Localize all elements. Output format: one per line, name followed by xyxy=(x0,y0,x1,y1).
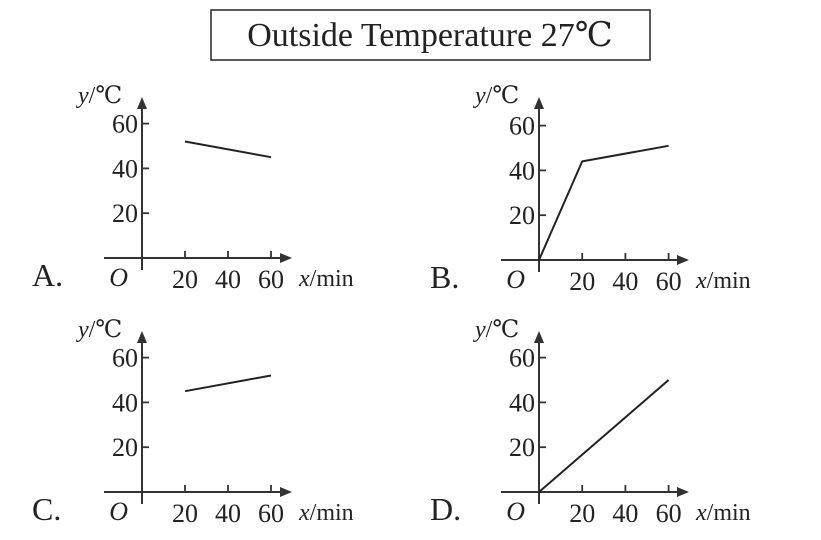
panel-letter: A. xyxy=(32,257,63,293)
y-tick-label: 60 xyxy=(112,110,138,139)
origin-label: O xyxy=(109,497,128,526)
y-tick-label: 40 xyxy=(112,388,138,417)
x-axis-arrow xyxy=(677,487,689,497)
x-tick-label: 60 xyxy=(656,499,682,528)
x-tick-label: 20 xyxy=(569,499,595,528)
y-tick-label: 20 xyxy=(509,433,535,462)
x-axis-var: x xyxy=(298,266,310,292)
y-axis-arrow xyxy=(534,97,544,109)
x-axis-label: x/min xyxy=(695,500,751,526)
x-tick-label: 60 xyxy=(656,267,682,296)
y-tick-label: 40 xyxy=(509,388,535,417)
x-axis-var: x xyxy=(695,268,707,294)
y-axis-arrow xyxy=(137,331,147,343)
y-tick-label: 20 xyxy=(112,433,138,462)
series-line xyxy=(538,379,670,493)
origin-label: O xyxy=(506,265,525,294)
y-tick-label: 60 xyxy=(112,344,138,373)
x-axis-unit: /min xyxy=(310,500,354,526)
y-axis-var: y xyxy=(473,317,486,343)
x-tick-label: 40 xyxy=(612,267,638,296)
panel-4: 20 40 60 20 40 60 Oy/℃ x/min D. xyxy=(430,317,751,528)
x-axis-unit: /min xyxy=(707,268,751,294)
y-axis-label: y/℃ xyxy=(473,83,519,109)
y-axis-var: y xyxy=(473,83,486,109)
panel-2: 20 40 60 20 40 60 Oy/℃ x/min B. xyxy=(430,83,751,296)
x-axis-arrow xyxy=(280,487,292,497)
panel-3: 20 40 60 20 40 60 Oy/℃ x/min C. xyxy=(32,317,354,528)
y-tick-label: 40 xyxy=(509,156,535,185)
y-tick-label: 60 xyxy=(509,344,535,373)
x-tick-label: 60 xyxy=(258,265,284,294)
y-axis-unit: /℃ xyxy=(486,317,520,343)
x-tick-label: 40 xyxy=(612,499,638,528)
series-line xyxy=(538,144,669,261)
y-tick-label: 60 xyxy=(509,112,535,141)
x-tick-label: 40 xyxy=(215,265,241,294)
x-axis-arrow xyxy=(280,253,292,263)
x-tick-label: 20 xyxy=(172,499,198,528)
y-axis-var: y xyxy=(76,83,89,109)
y-axis-unit: /℃ xyxy=(89,317,123,343)
series-line xyxy=(184,374,272,393)
y-axis-label: y/℃ xyxy=(473,317,519,343)
origin-label: O xyxy=(506,497,525,526)
x-axis-label: x/min xyxy=(298,266,354,292)
x-tick-label: 60 xyxy=(258,499,284,528)
x-axis-unit: /min xyxy=(310,266,354,292)
y-axis-var: y xyxy=(76,317,89,343)
origin-label: O xyxy=(109,263,128,292)
chart-title: Outside Temperature 27℃ xyxy=(247,17,612,54)
y-tick-label: 20 xyxy=(509,201,535,230)
panel-letter: B. xyxy=(430,259,459,295)
y-axis-unit: /℃ xyxy=(486,83,520,109)
title-box xyxy=(210,9,651,61)
x-axis-arrow xyxy=(677,255,689,265)
panel-letter: C. xyxy=(32,491,61,527)
x-tick-label: 40 xyxy=(215,499,241,528)
y-tick-label: 20 xyxy=(112,199,138,228)
y-axis-arrow xyxy=(137,97,147,109)
series-line xyxy=(184,140,272,159)
y-axis-label: y/℃ xyxy=(76,83,122,109)
panel-1: 20 40 60 20 40 60 Oy/℃ x/min A. xyxy=(32,83,354,294)
x-tick-label: 20 xyxy=(172,265,198,294)
y-tick-label: 40 xyxy=(112,154,138,183)
x-tick-label: 20 xyxy=(569,267,595,296)
y-axis-arrow xyxy=(534,331,544,343)
x-axis-unit: /min xyxy=(707,500,751,526)
x-axis-var: x xyxy=(695,500,707,526)
panel-letter: D. xyxy=(430,491,461,527)
y-axis-label: y/℃ xyxy=(76,317,122,343)
y-axis-unit: /℃ xyxy=(89,83,123,109)
x-axis-var: x xyxy=(298,500,310,526)
x-axis-label: x/min xyxy=(695,268,751,294)
x-axis-label: x/min xyxy=(298,500,354,526)
